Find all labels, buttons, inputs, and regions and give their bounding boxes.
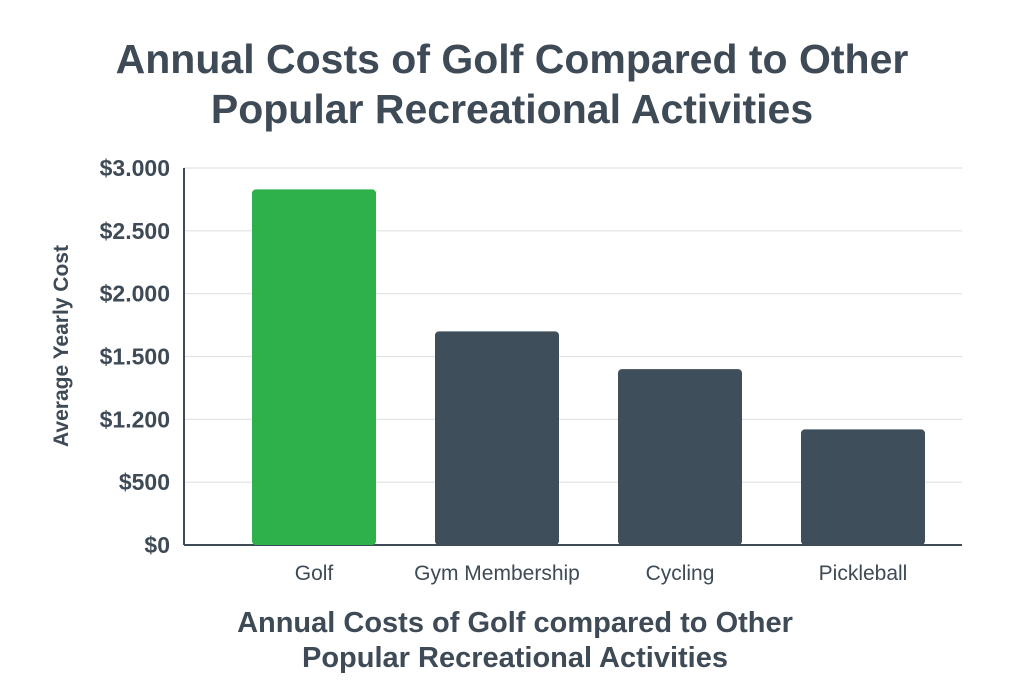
y-tick-label: $2.500 [100,218,170,244]
x-tick-label: Cycling [646,562,715,585]
y-tick-label: $1.500 [100,344,170,370]
bar [801,429,925,545]
chart-title: Annual Costs of Golf Compared to Other P… [115,36,909,132]
y-tick-label: $500 [119,469,170,495]
bar [252,189,376,545]
x-tick-label: Pickleball [819,562,908,585]
bar [618,369,742,545]
y-tick-label: $2.000 [100,281,170,307]
y-tick-label: $3.000 [100,155,170,181]
y-tick-label: $0 [144,532,170,558]
x-tick-label: Golf [295,562,334,585]
x-axis-label: Annual Costs of Golf compared to Other P… [237,607,793,674]
y-tick-label: $1.200 [100,406,170,432]
x-tick-label: Gym Membership [414,562,580,585]
bar [435,331,559,545]
